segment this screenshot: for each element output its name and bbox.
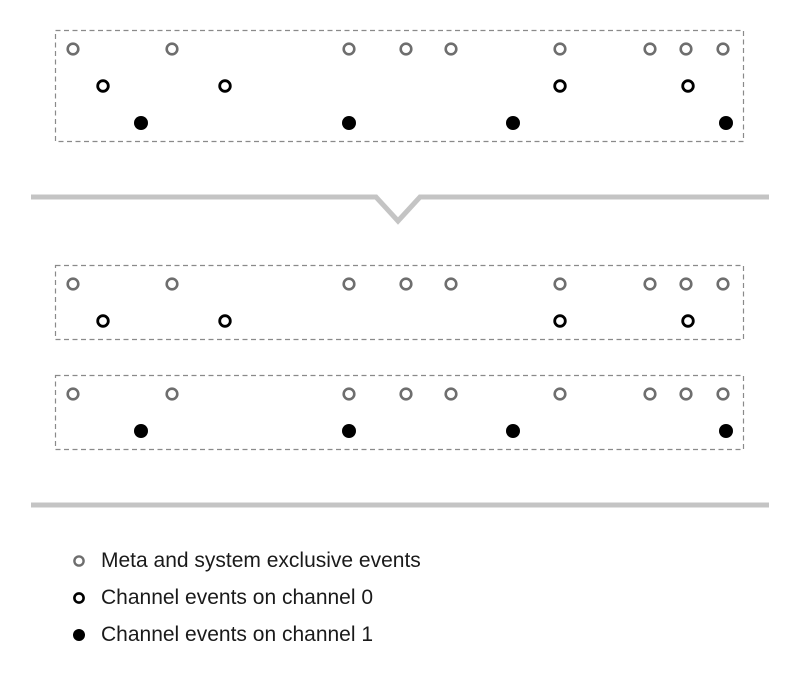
track-box xyxy=(54,29,745,143)
meta-event xyxy=(679,387,693,401)
combined-track xyxy=(54,29,745,143)
channel1-event xyxy=(719,116,733,130)
meta-event xyxy=(643,42,657,56)
channel0-event xyxy=(681,79,695,93)
meta-event xyxy=(716,42,730,56)
channel0-event xyxy=(218,314,232,328)
channel1-event xyxy=(506,424,520,438)
track-box xyxy=(54,264,745,341)
channel1-event xyxy=(506,116,520,130)
channel1-event xyxy=(342,424,356,438)
meta-event xyxy=(399,387,413,401)
meta-event xyxy=(643,387,657,401)
meta-event xyxy=(165,277,179,291)
track-box xyxy=(54,374,745,451)
channel1-event xyxy=(342,116,356,130)
meta-event xyxy=(444,277,458,291)
legend-label-channel0: Channel events on channel 0 xyxy=(101,586,374,609)
meta-event xyxy=(342,42,356,56)
meta-event xyxy=(679,42,693,56)
meta-event xyxy=(553,277,567,291)
channel0-event xyxy=(96,79,110,93)
legend-item-channel1: Channel events on channel 1 xyxy=(64,620,584,657)
legend-label-meta: Meta and system exclusive events xyxy=(101,549,421,572)
channel1-track xyxy=(54,374,745,451)
legend-item-meta: Meta and system exclusive events xyxy=(64,546,584,583)
legend: Meta and system exclusive events Channel… xyxy=(64,546,584,657)
meta-event xyxy=(444,387,458,401)
split-arrow-separator xyxy=(31,194,769,225)
channel1-event xyxy=(719,424,733,438)
channel0-event xyxy=(553,79,567,93)
meta-event xyxy=(66,42,80,56)
meta-event xyxy=(553,42,567,56)
meta-event xyxy=(66,387,80,401)
meta-event xyxy=(643,277,657,291)
meta-event xyxy=(399,42,413,56)
legend-label-channel1: Channel events on channel 1 xyxy=(101,623,374,646)
channel1-event xyxy=(134,424,148,438)
channel0-event xyxy=(681,314,695,328)
meta-event xyxy=(716,277,730,291)
meta-event xyxy=(165,387,179,401)
meta-event xyxy=(716,387,730,401)
channel0-track xyxy=(54,264,745,341)
meta-event xyxy=(444,42,458,56)
meta-event xyxy=(165,42,179,56)
meta-event xyxy=(342,387,356,401)
meta-event xyxy=(66,277,80,291)
channel0-event xyxy=(96,314,110,328)
meta-event xyxy=(679,277,693,291)
legend-item-channel0: Channel events on channel 0 xyxy=(64,583,584,620)
channel0-event xyxy=(218,79,232,93)
channel0-event xyxy=(553,314,567,328)
channel1-event-icon xyxy=(73,629,85,641)
channel0-event-icon xyxy=(73,592,85,604)
meta-event-icon xyxy=(73,555,85,567)
channel1-event xyxy=(134,116,148,130)
meta-event xyxy=(553,387,567,401)
meta-event xyxy=(399,277,413,291)
meta-event xyxy=(342,277,356,291)
